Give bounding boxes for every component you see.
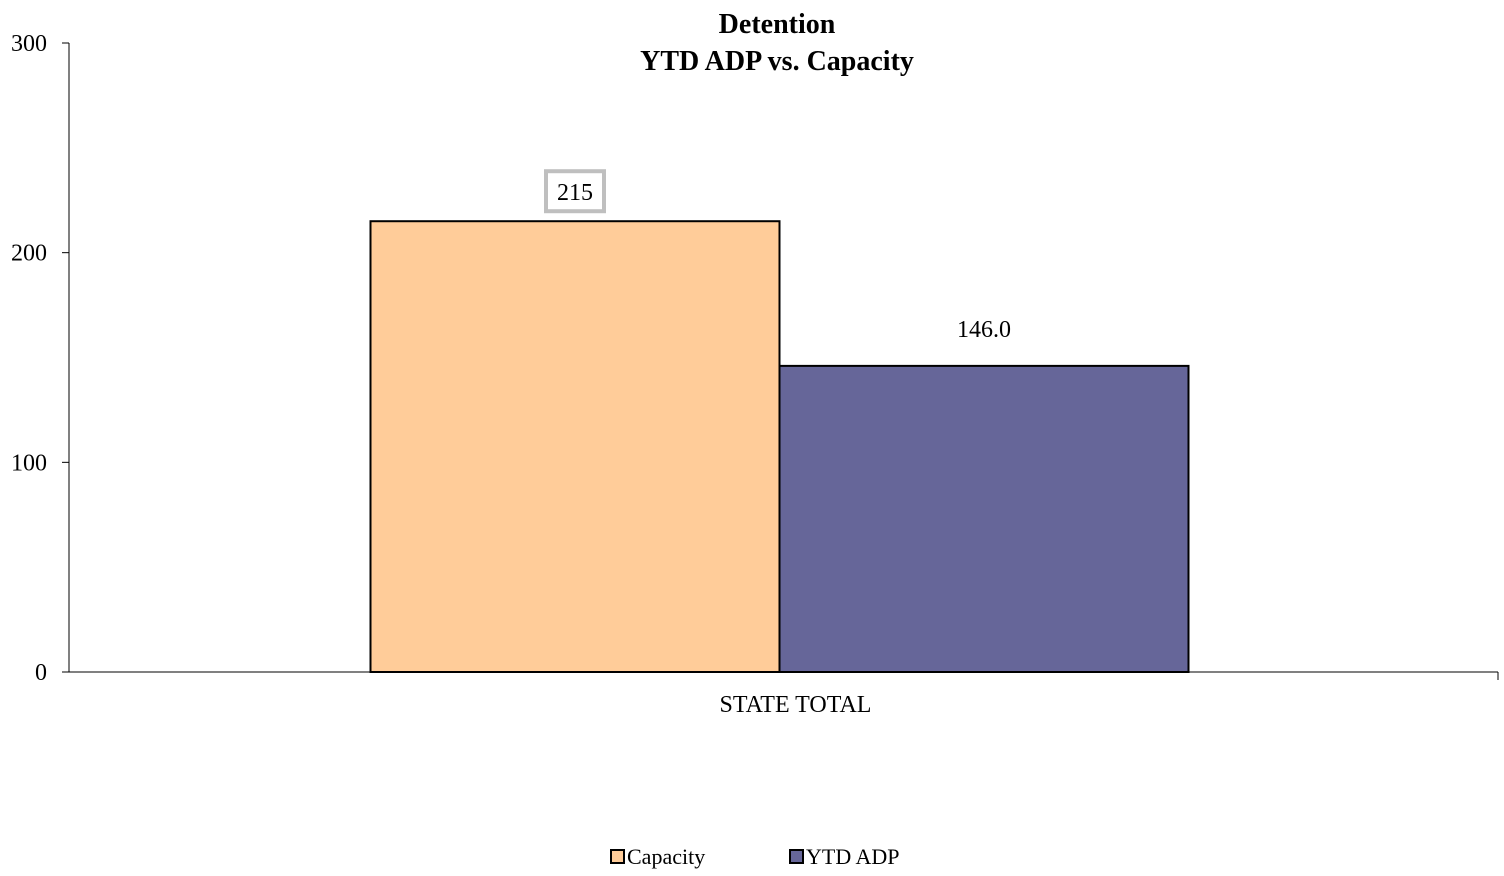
chart-title-line-2: YTD ADP vs. Capacity	[640, 46, 914, 77]
y-tick-label: 0	[35, 660, 47, 686]
chart-title: Detention YTD ADP vs. Capacity	[640, 9, 914, 77]
y-tick-label: 200	[11, 241, 47, 267]
axes: STATE TOTAL 0 100 200 300	[11, 31, 1499, 718]
data-label: 146.0	[957, 317, 1011, 343]
data-label: 215	[557, 180, 593, 206]
legend-swatch	[610, 849, 625, 864]
bar-ytd-adp	[778, 364, 1190, 673]
legend: Capacity YTD ADP	[610, 844, 900, 869]
legend-swatch	[789, 849, 804, 864]
y-tick-label: 300	[11, 31, 47, 57]
x-tick-label: STATE TOTAL	[720, 692, 872, 718]
bar-capacity	[369, 220, 781, 673]
data-label-box	[544, 169, 606, 214]
legend-label: YTD ADP	[806, 844, 900, 869]
bars	[369, 220, 1190, 673]
legend-label: Capacity	[627, 844, 705, 869]
data-labels: 215 146.0	[544, 169, 1011, 343]
y-tick-label: 100	[11, 450, 47, 476]
chart-title-line-1: Detention	[719, 9, 836, 40]
